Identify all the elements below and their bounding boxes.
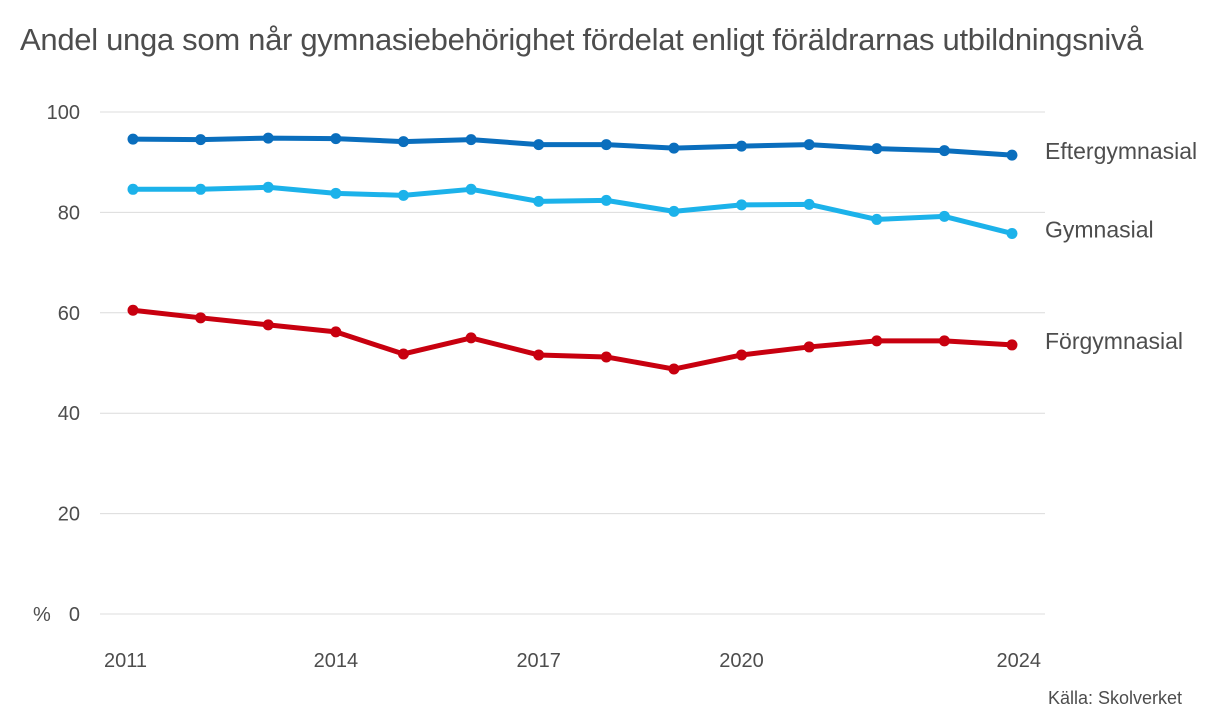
x-tick-label: 2020: [719, 650, 764, 672]
data-point-gymnasial: [330, 187, 342, 199]
data-point-gymnasial: [803, 198, 815, 210]
x-tick-label: 2017: [516, 650, 561, 672]
data-point-eftergymnasial: [397, 136, 409, 148]
data-point-f-rgymnasial: [397, 348, 409, 360]
series-label-f-rgymnasial: Förgymnasial: [1045, 328, 1183, 354]
data-point-gymnasial: [1006, 227, 1018, 239]
data-point-gymnasial: [397, 189, 409, 201]
data-point-eftergymnasial: [1006, 149, 1018, 161]
data-point-f-rgymnasial: [195, 312, 207, 324]
series-lines: [127, 132, 1018, 375]
data-point-gymnasial: [533, 195, 545, 207]
data-point-f-rgymnasial: [1006, 339, 1018, 351]
y-tick-label: 20: [58, 504, 80, 526]
series-labels: Eftergymnasial Gymnasial Förgymnasial: [1045, 138, 1197, 354]
data-point-eftergymnasial: [127, 133, 139, 145]
data-point-gymnasial: [195, 183, 207, 195]
data-point-f-rgymnasial: [600, 351, 612, 363]
data-point-f-rgymnasial: [938, 335, 950, 347]
data-point-eftergymnasial: [465, 134, 477, 146]
data-point-eftergymnasial: [533, 139, 545, 151]
grid-lines: [100, 111, 1045, 615]
data-point-gymnasial: [600, 194, 612, 206]
y-axis-ticks: 0 20 40 60 80 100%: [33, 102, 80, 626]
data-point-gymnasial: [127, 183, 139, 195]
y-tick-label: 60: [58, 303, 80, 325]
series-label-gymnasial: Gymnasial: [1045, 216, 1154, 242]
data-point-f-rgymnasial: [330, 326, 342, 338]
source-note: Källa: Skolverket: [1047, 688, 1182, 708]
y-axis-unit: %: [33, 604, 51, 626]
x-tick-label: 2014: [314, 650, 359, 672]
series-line-eftergymnasial: [130, 135, 1015, 158]
data-point-f-rgymnasial: [803, 341, 815, 353]
x-tick-label: 2011: [104, 650, 147, 672]
data-point-gymnasial: [736, 199, 748, 211]
data-point-eftergymnasial: [871, 143, 883, 155]
y-tick-label: 80: [58, 202, 80, 224]
data-point-f-rgymnasial: [127, 304, 139, 316]
data-point-eftergymnasial: [330, 133, 342, 145]
data-point-gymnasial: [668, 205, 680, 217]
series-line-f-rgymnasial: [130, 307, 1015, 372]
x-axis-ticks: 2011 2014 2017 2020 2024: [104, 650, 1041, 672]
data-point-eftergymnasial: [938, 145, 950, 157]
data-point-gymnasial: [465, 183, 477, 195]
data-point-eftergymnasial: [262, 132, 274, 144]
data-point-gymnasial: [938, 210, 950, 222]
data-point-f-rgymnasial: [533, 349, 545, 361]
data-point-f-rgymnasial: [736, 349, 748, 361]
data-point-gymnasial: [871, 213, 883, 225]
data-point-eftergymnasial: [195, 134, 207, 146]
data-point-eftergymnasial: [736, 140, 748, 152]
y-tick-label: 40: [58, 403, 80, 425]
data-point-gymnasial: [262, 181, 274, 193]
y-tick-label: 100: [47, 102, 80, 124]
data-point-eftergymnasial: [668, 142, 680, 154]
x-tick-label: 2024: [997, 650, 1042, 672]
data-point-f-rgymnasial: [465, 332, 477, 344]
data-point-f-rgymnasial: [668, 363, 680, 375]
data-point-eftergymnasial: [600, 139, 612, 151]
chart-title: Andel unga som når gymnasiebehörighet fö…: [20, 22, 1144, 57]
series-label-eftergymnasial: Eftergymnasial: [1045, 138, 1197, 164]
data-point-f-rgymnasial: [871, 335, 883, 347]
data-point-eftergymnasial: [803, 139, 815, 151]
series-line-gymnasial: [130, 184, 1015, 236]
y-tick-label: 0: [69, 604, 80, 626]
data-point-f-rgymnasial: [262, 319, 274, 331]
